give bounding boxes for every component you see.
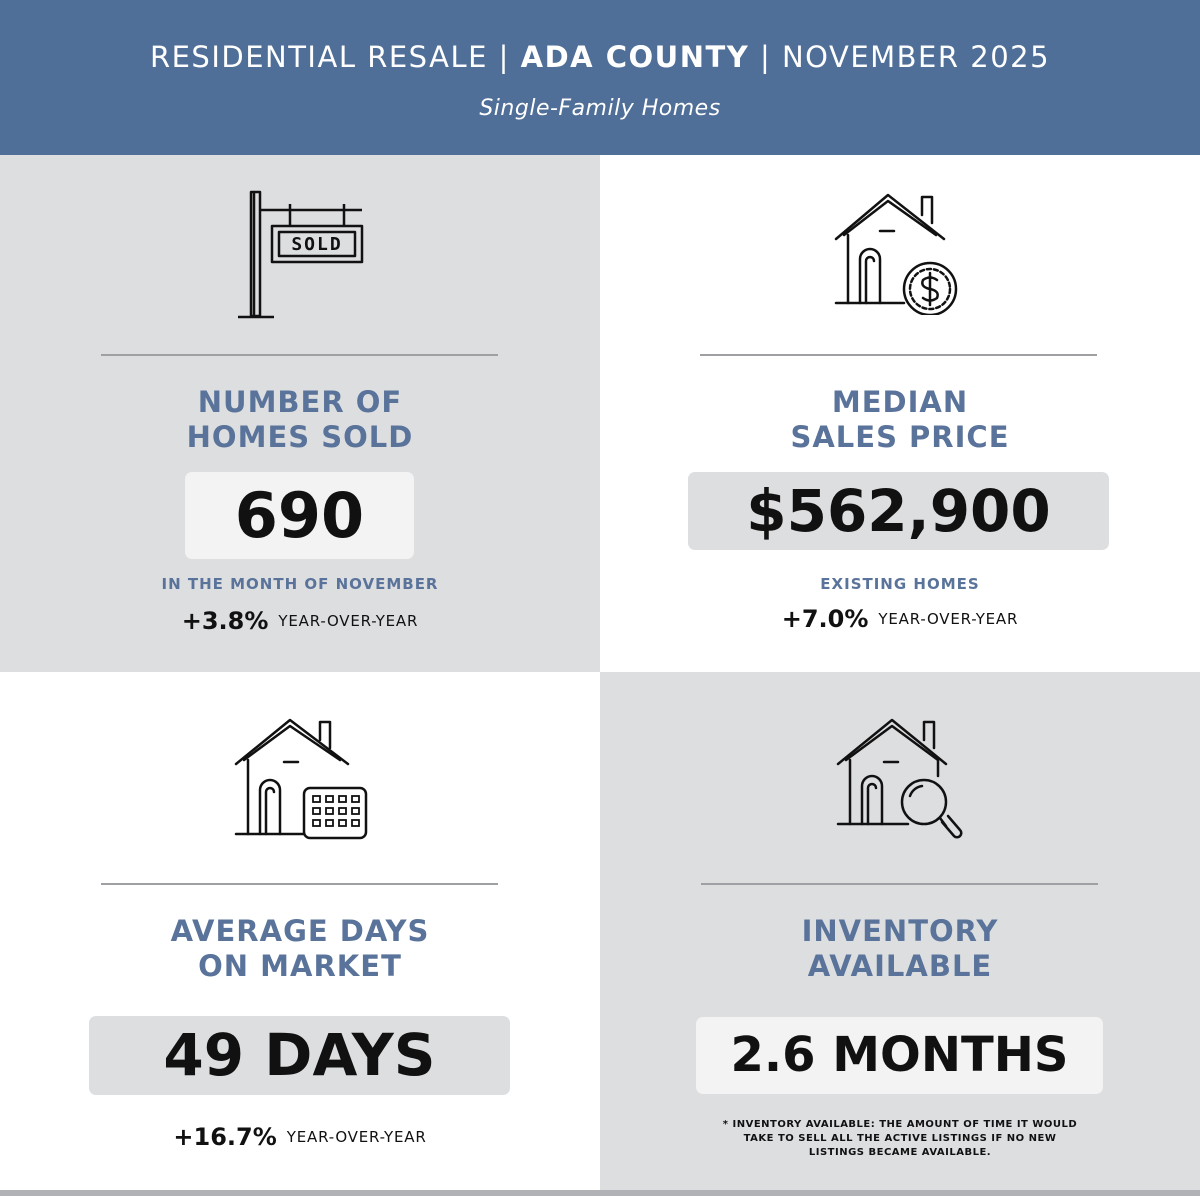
house-calendar-icon <box>234 718 368 840</box>
report-subtitle: Single-Family Homes <box>479 96 721 121</box>
yoy-text: YEAR-OVER-YEAR <box>878 610 1019 628</box>
section-divider <box>101 354 498 356</box>
homes-sold-panel: SOLD NUMBER OF HOMES SOLD 690 IN THE MON… <box>0 155 600 672</box>
yoy-percent: +3.8% <box>181 607 269 635</box>
label-line: AVERAGE DAYS <box>170 914 430 948</box>
median-price-panel: MEDIAN SALES PRICE $562,900 EXISTING HOM… <box>600 155 1200 672</box>
house-search-icon <box>836 718 963 839</box>
inventory-label: INVENTORY AVAILABLE <box>600 914 1200 984</box>
days-on-market-yoy: +16.7% YEAR-OVER-YEAR <box>0 1123 600 1151</box>
title-county: ADA COUNTY <box>520 40 750 74</box>
inventory-value: 2.6 MONTHS <box>696 1017 1103 1094</box>
median-price-note: EXISTING HOMES <box>820 575 980 593</box>
sold-sign-text: SOLD <box>291 234 342 255</box>
bottom-border <box>0 1190 1200 1196</box>
footnote-line: * INVENTORY AVAILABLE: THE AMOUNT OF TIM… <box>722 1119 1078 1130</box>
yoy-percent: +7.0% <box>781 605 869 633</box>
section-divider <box>101 883 498 885</box>
title-separator: | <box>498 40 510 74</box>
median-price-yoy: +7.0% YEAR-OVER-YEAR <box>600 605 1200 633</box>
report-header: RESIDENTIAL RESALE | ADA COUNTY | NOVEMB… <box>0 0 1200 155</box>
yoy-percent: +16.7% <box>173 1123 277 1151</box>
footnote-line: LISTINGS BECAME AVAILABLE. <box>808 1147 992 1158</box>
homes-sold-value: 690 <box>185 472 414 559</box>
label-line: INVENTORY <box>801 914 999 948</box>
days-on-market-panel: AVERAGE DAYS ON MARKET 49 DAYS +16.7% YEA… <box>0 672 600 1190</box>
days-on-market-value: 49 DAYS <box>89 1016 510 1095</box>
yoy-text: YEAR-OVER-YEAR <box>286 1128 427 1146</box>
house-dollar-icon <box>834 193 958 315</box>
title-period: NOVEMBER 2025 <box>781 40 1051 74</box>
sold-sign-icon: SOLD <box>238 190 364 319</box>
label-line: MEDIAN <box>831 385 969 419</box>
title-report-type: RESIDENTIAL RESALE <box>149 40 488 74</box>
report-title: RESIDENTIAL RESALE | ADA COUNTY | NOVEMB… <box>0 40 1200 74</box>
section-divider <box>701 883 1098 885</box>
inventory-footnote: * INVENTORY AVAILABLE: THE AMOUNT OF TIM… <box>700 1118 1100 1160</box>
label-line: AVAILABLE <box>807 949 993 983</box>
title-separator: | <box>759 40 772 74</box>
label-line: NUMBER OF <box>197 385 403 419</box>
median-price-value: $562,900 <box>688 472 1109 550</box>
median-price-label: MEDIAN SALES PRICE <box>600 385 1200 455</box>
yoy-text: YEAR-OVER-YEAR <box>278 612 419 630</box>
days-on-market-label: AVERAGE DAYS ON MARKET <box>0 914 600 984</box>
label-line: ON MARKET <box>198 949 402 983</box>
inventory-panel: INVENTORY AVAILABLE 2.6 MONTHS * INVENTO… <box>600 672 1200 1190</box>
section-divider <box>700 354 1097 356</box>
homes-sold-label: NUMBER OF HOMES SOLD <box>0 385 600 455</box>
footnote-line: TAKE TO SELL ALL THE ACTIVE LISTINGS IF … <box>743 1133 1057 1144</box>
label-line: SALES PRICE <box>790 420 1010 454</box>
label-line: HOMES SOLD <box>186 420 414 454</box>
homes-sold-yoy: +3.8% YEAR-OVER-YEAR <box>0 607 600 635</box>
homes-sold-note: IN THE MONTH OF NOVEMBER <box>161 575 439 593</box>
